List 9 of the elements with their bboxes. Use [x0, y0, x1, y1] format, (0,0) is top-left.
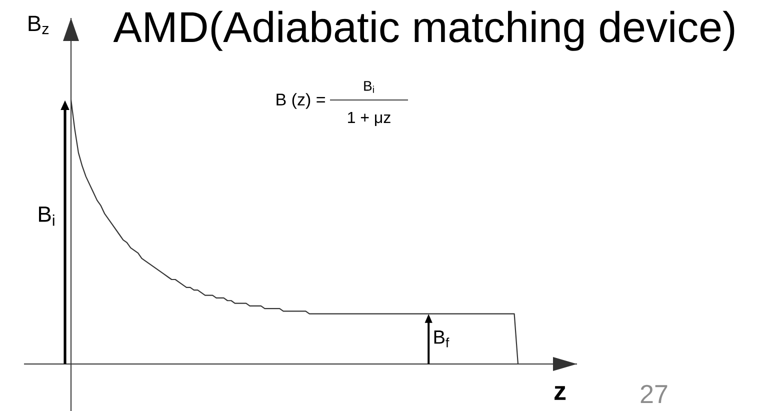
chart-title: AMD(Adiabatic matching device)	[113, 10, 734, 51]
text: B$_{i}$	[39, 206, 54, 226]
annotation: B (z) =	[276, 93, 325, 109]
text: 27	[640, 384, 668, 404]
annotation: 1 + μz	[348, 112, 390, 126]
x-axis-title: z	[554, 386, 566, 400]
annotation: B$_{f}$	[434, 330, 450, 348]
text: B$_{i}$	[364, 81, 374, 93]
y-axis-title: B$_{z}$	[28, 16, 49, 34]
